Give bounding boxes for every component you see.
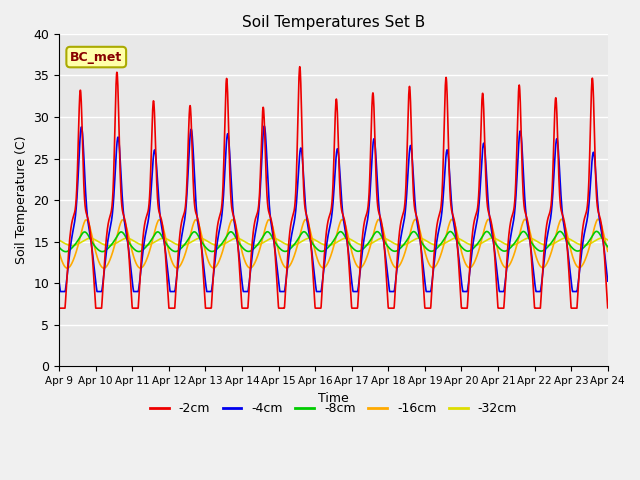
-4cm: [604, 278, 612, 284]
-16cm: [362, 258, 369, 264]
-32cm: [493, 237, 500, 242]
-8cm: [571, 247, 579, 253]
-4cm: [362, 228, 369, 233]
-4cm: [493, 271, 501, 277]
-16cm: [556, 220, 563, 226]
-4cm: [350, 288, 358, 294]
-32cm: [209, 241, 216, 247]
-8cm: [493, 242, 500, 248]
-2cm: [604, 305, 612, 311]
-16cm: [63, 265, 71, 271]
-32cm: [362, 242, 369, 248]
-32cm: [604, 237, 612, 243]
-4cm: [571, 288, 579, 294]
-32cm: [556, 238, 563, 243]
-8cm: [209, 249, 216, 254]
Y-axis label: Soil Temperature (C): Soil Temperature (C): [15, 136, 28, 264]
Line: -2cm: -2cm: [59, 67, 608, 308]
-4cm: [209, 282, 216, 288]
-16cm: [594, 216, 602, 222]
-16cm: [493, 244, 500, 250]
-2cm: [571, 305, 579, 311]
Line: -32cm: -32cm: [59, 238, 608, 246]
-8cm: [55, 244, 63, 250]
-2cm: [556, 188, 563, 193]
-32cm: [598, 235, 606, 241]
-32cm: [55, 237, 63, 243]
-8cm: [362, 244, 369, 250]
-32cm: [349, 238, 357, 244]
Line: -4cm: -4cm: [59, 126, 608, 291]
-2cm: [208, 293, 216, 299]
-2cm: [362, 215, 369, 221]
-16cm: [55, 249, 63, 255]
-2cm: [55, 305, 63, 311]
-4cm: [56, 288, 64, 294]
-8cm: [62, 249, 70, 254]
-8cm: [604, 244, 612, 250]
-16cm: [604, 248, 612, 254]
Title: Soil Temperatures Set B: Soil Temperatures Set B: [242, 15, 425, 30]
Line: -16cm: -16cm: [59, 219, 608, 268]
-8cm: [349, 246, 357, 252]
Text: BC_met: BC_met: [70, 50, 122, 63]
-2cm: [493, 288, 500, 294]
X-axis label: Time: Time: [318, 392, 349, 405]
-4cm: [55, 279, 63, 285]
-32cm: [68, 243, 76, 249]
-16cm: [349, 254, 357, 260]
-4cm: [556, 170, 563, 176]
-8cm: [556, 228, 563, 234]
Line: -8cm: -8cm: [59, 231, 608, 252]
-8cm: [593, 228, 600, 234]
-16cm: [209, 265, 216, 271]
-16cm: [571, 259, 579, 265]
Legend: -2cm, -4cm, -8cm, -16cm, -32cm: -2cm, -4cm, -8cm, -16cm, -32cm: [145, 397, 522, 420]
-2cm: [296, 64, 303, 70]
-32cm: [571, 239, 579, 245]
-2cm: [349, 305, 357, 311]
-4cm: [260, 123, 268, 129]
